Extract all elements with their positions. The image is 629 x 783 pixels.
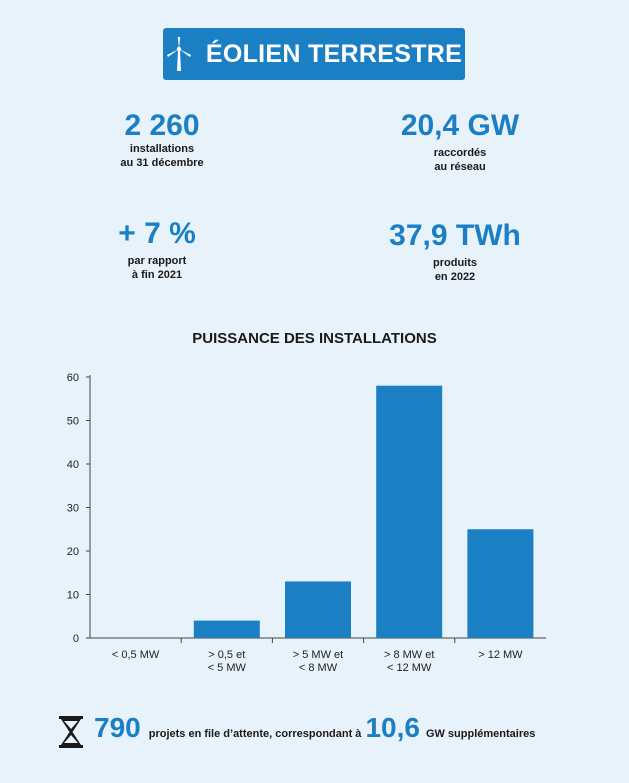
queue-summary: 790 projets en file d’attente, correspon… bbox=[58, 712, 535, 752]
stat-capacity: 20,4 GW raccordés au réseau bbox=[380, 110, 540, 174]
stat-growth: + 7 % par rapport à fin 2021 bbox=[102, 218, 212, 282]
x-tick-label: > 12 MW bbox=[478, 649, 523, 661]
stat-installations-value: 2 260 bbox=[124, 109, 200, 142]
hourglass-icon bbox=[59, 716, 83, 748]
stat-installations: 2 260 installations au 31 décembre bbox=[102, 110, 222, 170]
bar bbox=[467, 529, 534, 638]
stat-growth-value: + 7 % bbox=[118, 217, 196, 250]
x-tick-label: < 0,5 MW bbox=[112, 649, 160, 661]
wind-turbine-icon bbox=[166, 37, 191, 71]
stat-production-label: produits en 2022 bbox=[433, 257, 477, 283]
bar bbox=[193, 620, 260, 638]
y-tick-label: 30 bbox=[67, 503, 79, 515]
stat-production-value: 37,9 TWh bbox=[389, 219, 521, 252]
y-tick-label: 60 bbox=[67, 372, 79, 384]
stat-capacity-value: 20,4 GW bbox=[400, 109, 520, 142]
stat-production: 37,9 TWh produits en 2022 bbox=[370, 220, 540, 284]
additional-gw: 10,6 bbox=[365, 712, 420, 743]
y-tick-label: 20 bbox=[67, 546, 79, 558]
stat-installations-label: installations au 31 décembre bbox=[120, 143, 204, 169]
y-tick-label: 40 bbox=[67, 459, 79, 471]
x-tick-label: > 5 MW et < 8 MW bbox=[293, 649, 343, 674]
page-title: ÉOLIEN TERRESTRE bbox=[205, 39, 463, 68]
x-tick-label: > 0,5 et < 5 MW bbox=[208, 649, 247, 674]
bar bbox=[376, 385, 443, 638]
title-banner: ÉOLIEN TERRESTRE bbox=[163, 28, 465, 80]
additional-gw-text: GW supplémentaires bbox=[425, 728, 536, 740]
y-tick-label: 50 bbox=[67, 416, 79, 428]
y-tick-label: 10 bbox=[67, 590, 79, 602]
bar bbox=[285, 581, 351, 638]
chart-title: PUISSANCE DES INSTALLATIONS bbox=[192, 330, 437, 347]
stat-capacity-label: raccordés au réseau bbox=[433, 147, 487, 173]
y-tick-label: 0 bbox=[73, 633, 79, 645]
stat-growth-label: par rapport à fin 2021 bbox=[127, 255, 187, 281]
bar-chart: 0 10 20 30 40 50 60 < 0,5 MW > 0,5 et < 5 MW > 5 M… bbox=[67, 372, 546, 674]
projects-count: 790 bbox=[94, 712, 141, 743]
projects-text: projets en file d’attente, correspondant… bbox=[148, 728, 362, 740]
x-tick-label: > 8 MW et < 12 MW bbox=[384, 649, 434, 674]
